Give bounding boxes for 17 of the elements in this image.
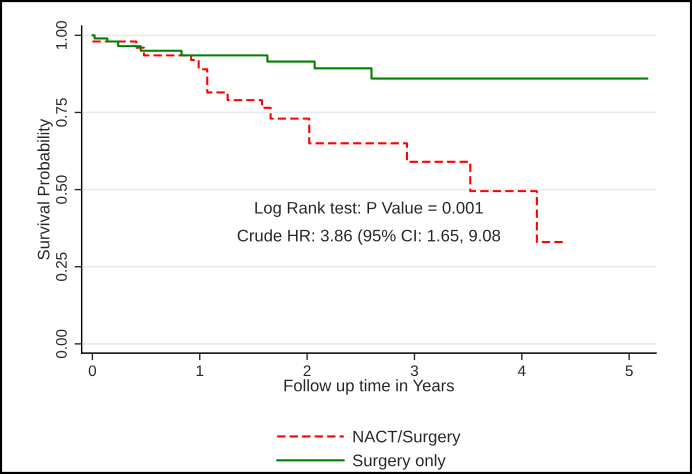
x-tick-label: 1 [196, 365, 204, 376]
x-tick-label: 0 [88, 365, 96, 376]
x-axis-title: Follow up time in Years [284, 379, 454, 395]
x-tick-label: 3 [410, 365, 418, 376]
y-tick-label: 0.75 [56, 98, 67, 127]
y-tick-label: 1.00 [56, 21, 67, 50]
x-tick-label: 4 [518, 365, 526, 376]
x-tick-label: 5 [626, 365, 633, 376]
y-tick-label: 0.25 [56, 252, 67, 282]
legend-label: Surgery only [352, 454, 446, 470]
annotation: Crude HR: 3.86 (95% CI: 1.65, 9.08 [238, 229, 500, 245]
x-tick-label: 2 [304, 365, 311, 376]
y-tick-label: 0.50 [56, 175, 67, 204]
y-tick-label: 0.00 [56, 330, 67, 358]
legend-label: NACT/Surgery [354, 430, 460, 446]
annotation: Log Rank test: P Value = 0.001 [255, 201, 483, 217]
y-axis-title: Survival Probability [37, 118, 53, 260]
